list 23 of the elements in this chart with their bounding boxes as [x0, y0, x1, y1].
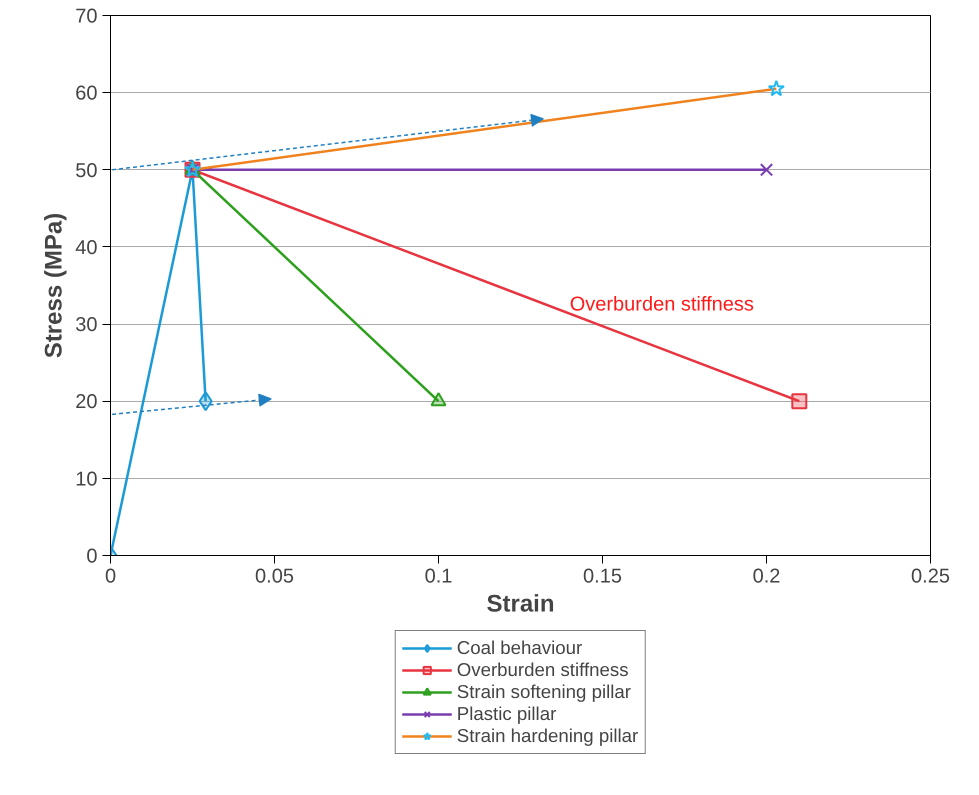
y-tick-label: 70 [75, 6, 98, 28]
x-tick-label: 0.1 [424, 566, 452, 588]
x-tick-label: 0.05 [255, 566, 294, 588]
x-tick-label: 0.15 [583, 566, 622, 588]
legend-label: Strain softening pillar [456, 681, 631, 703]
y-axis-title: Stress (MPa) [40, 212, 68, 358]
legend-label: Coal behaviour [456, 637, 582, 659]
x-axis-title: Strain [486, 590, 555, 618]
legend-label: Overburden stiffness [456, 659, 629, 681]
y-tick-label: 60 [75, 82, 98, 105]
y-tick-label: 20 [75, 391, 98, 414]
point [760, 163, 774, 176]
y-tick-label: 10 [75, 468, 98, 490]
x-tick-label: 0.25 [911, 566, 950, 588]
y-tick-label: 40 [75, 236, 98, 259]
y-tick-label: 30 [75, 314, 98, 336]
x-tick-label: 0 [104, 566, 116, 588]
legend-label: Plastic pillar [456, 703, 556, 725]
y-tick-label: 0 [86, 546, 98, 568]
annotation: Overburden stiffness [570, 293, 754, 316]
legend-label: Strain hardening pillar [456, 725, 638, 747]
y-tick-label: 50 [75, 160, 98, 182]
x-tick-label: 0.2 [752, 566, 780, 588]
